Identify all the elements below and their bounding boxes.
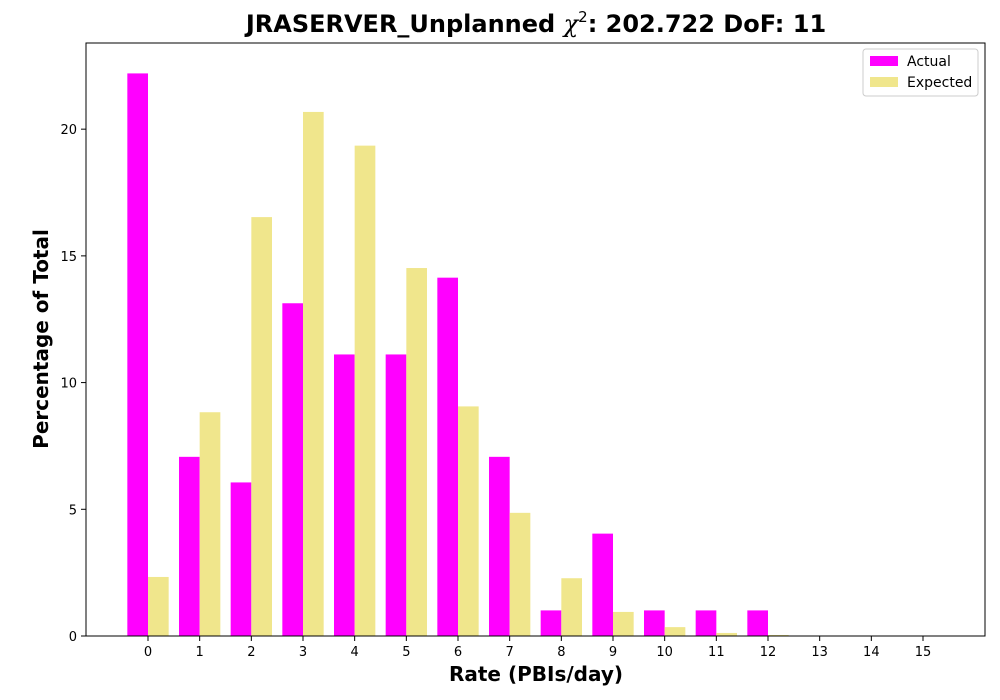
chart-title: JRASERVER_Unplanned χ2: 202.722 DoF: 11	[244, 8, 826, 38]
x-tick-label-14: 14	[863, 645, 880, 660]
x-tick-label-4: 4	[351, 645, 359, 660]
bar-actual-3	[282, 303, 303, 636]
bar-actual-11	[695, 610, 717, 636]
x-tick-label-11: 11	[708, 645, 725, 660]
bar-expected-0	[148, 576, 169, 636]
x-tick-label-13: 13	[811, 645, 828, 660]
x-tick-label-5: 5	[402, 645, 410, 660]
y-tick-label-15: 15	[60, 250, 77, 265]
legend-label-actual: Actual	[907, 54, 951, 70]
x-axis-label: Rate (PBIs/day)	[449, 662, 623, 686]
bar-actual-8	[540, 610, 562, 636]
bar-actual-2	[230, 482, 252, 636]
bar-actual-0	[127, 73, 148, 636]
bar-expected-6	[458, 406, 479, 636]
bar-actual-9	[592, 533, 613, 636]
plot-frame	[85, 42, 986, 637]
bar-actual-1	[179, 456, 200, 636]
bar-expected-1	[199, 412, 221, 636]
bar-expected-2	[251, 217, 272, 636]
bar-actual-10	[644, 610, 665, 636]
legend-swatch-expected	[870, 77, 898, 87]
bar-actual-7	[489, 456, 510, 636]
bar-actual-4	[334, 354, 355, 636]
x-tick-label-6: 6	[454, 645, 462, 660]
x-tick-label-15: 15	[915, 645, 932, 660]
y-tick-label-20: 20	[60, 123, 77, 138]
x-tick-label-2: 2	[247, 645, 255, 660]
y-tick-label-10: 10	[60, 377, 77, 392]
y-axis-label: Percentage of Total	[29, 229, 53, 449]
bar-expected-12	[768, 634, 789, 636]
bar-actual-5	[385, 354, 407, 636]
legend-swatch-actual	[870, 56, 898, 66]
bar-expected-5	[406, 268, 427, 636]
y-tick-label-0: 0	[69, 630, 77, 645]
bar-expected-7	[509, 512, 531, 636]
bar-expected-4	[354, 145, 376, 636]
bar-expected-8	[561, 578, 582, 636]
x-tick-label-8: 8	[557, 645, 565, 660]
bar-expected-9	[613, 611, 634, 636]
x-tick-label-7: 7	[506, 645, 514, 660]
bar-actual-6	[437, 277, 458, 636]
x-tick-label-3: 3	[299, 645, 307, 660]
bar-expected-3	[303, 111, 324, 636]
y-tick-label-5: 5	[69, 503, 77, 518]
x-tick-label-1: 1	[196, 645, 204, 660]
bar-expected-10	[664, 627, 686, 636]
x-tick-label-9: 9	[609, 645, 617, 660]
x-tick-label-10: 10	[656, 645, 673, 660]
bar-actual-12	[747, 610, 768, 636]
bar-expected-11	[716, 632, 737, 636]
x-tick-label-12: 12	[760, 645, 777, 660]
legend-label-expected: Expected	[907, 75, 972, 91]
x-tick-label-0: 0	[144, 645, 152, 660]
